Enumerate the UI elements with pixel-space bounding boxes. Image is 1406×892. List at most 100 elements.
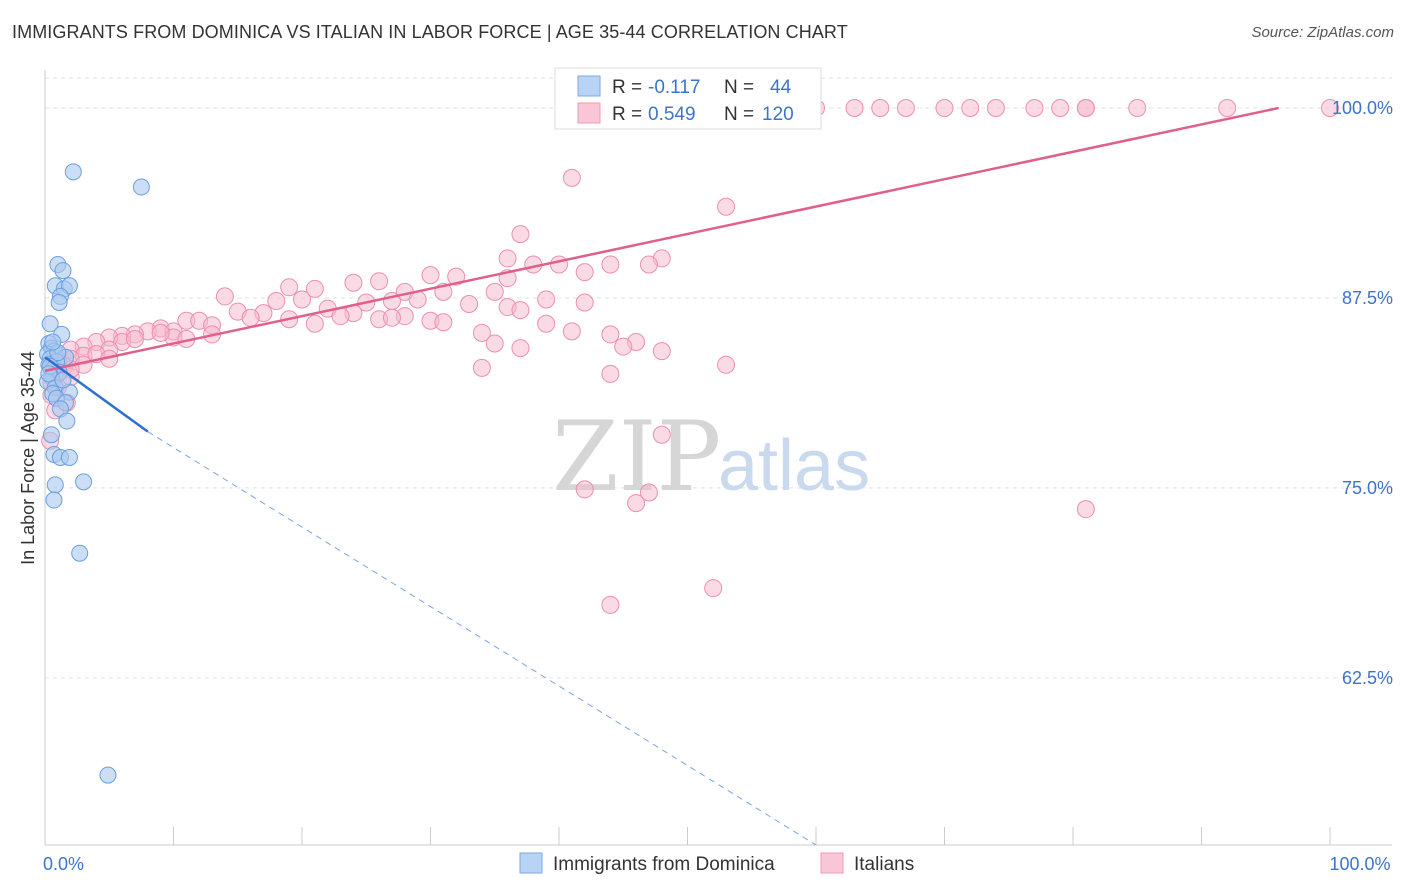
tick-labels: 100.0% 87.5% 75.0% 62.5% 0.0% 100.0% <box>43 98 1393 874</box>
x-tick-label: 0.0% <box>43 854 84 874</box>
italians-point <box>447 267 466 286</box>
italians-point <box>601 364 620 383</box>
italians-point <box>485 282 504 301</box>
bottom-legend-swatch-dominica <box>519 852 543 874</box>
italians-point <box>511 301 530 320</box>
italians-points <box>41 98 1339 614</box>
italians-point <box>601 255 620 274</box>
italians-point <box>845 98 864 117</box>
bottom-legend-label-italians: Italians <box>854 854 914 875</box>
italians-point <box>717 197 736 216</box>
dominica-point <box>58 412 76 430</box>
bottom-legend-swatch-italians <box>820 852 844 874</box>
italians-point <box>511 225 530 244</box>
y-axis-label: In Labor Force | Age 35-44 <box>18 351 38 565</box>
italians-point <box>1051 98 1070 117</box>
legend-n-label-1: N = <box>724 77 754 98</box>
bottom-legend-label-dominica: Immigrants from Dominica <box>553 854 775 875</box>
legend-n-value-2: 120 <box>762 104 794 125</box>
italians-point <box>639 483 658 502</box>
dominica-point <box>75 473 93 491</box>
legend-r-value-2: 0.549 <box>648 104 696 125</box>
italians-point <box>537 314 556 333</box>
italians-point <box>575 480 594 499</box>
y-tick-label: 87.5% <box>1342 288 1393 308</box>
chart-source: Source: ZipAtlas.com <box>1251 24 1394 41</box>
italians-point <box>639 255 658 274</box>
italians-point <box>575 263 594 282</box>
x-tick-label: 100.0% <box>1329 854 1390 874</box>
legend-r-value-1: -0.117 <box>648 77 700 98</box>
dominica-point <box>50 294 68 311</box>
italians-point <box>575 293 594 312</box>
italians-point <box>344 273 363 292</box>
italians-point <box>125 329 144 348</box>
italians-point <box>241 308 260 327</box>
italians-point <box>511 339 530 358</box>
italians-point <box>562 168 581 187</box>
italians-point <box>280 278 299 297</box>
italians-point <box>434 313 453 332</box>
italians-point <box>550 255 568 274</box>
italians-point <box>704 579 723 598</box>
dominica-points <box>39 163 150 784</box>
italians-point <box>961 98 980 117</box>
italians-point <box>614 337 633 356</box>
dominica-point <box>64 163 82 181</box>
dominica-trend-extension <box>147 431 817 846</box>
trend-lines <box>44 106 1279 846</box>
legend-r-label-1: R = <box>612 77 642 98</box>
legend-n-label-2: N = <box>724 104 754 125</box>
italians-point <box>1025 98 1044 117</box>
chart-title: IMMIGRANTS FROM DOMINICA VS ITALIAN IN L… <box>12 22 848 42</box>
italians-point <box>935 98 954 117</box>
legend-n-value-1: 44 <box>770 77 792 98</box>
legend-swatch-italians <box>577 102 601 124</box>
watermark-atlas: atlas <box>718 426 870 506</box>
dominica-point <box>54 262 72 280</box>
dominica-point <box>41 315 59 333</box>
italians-point <box>460 295 479 314</box>
italians-point <box>498 249 517 268</box>
italians-point <box>1076 500 1095 519</box>
legend-r-label-2: R = <box>612 104 642 125</box>
dominica-point <box>44 333 62 351</box>
dominica-trend-line <box>44 356 149 433</box>
italians-point <box>1128 98 1147 117</box>
italians-point <box>472 358 491 377</box>
italians-point <box>562 322 581 341</box>
italians-trend-line <box>44 106 1279 373</box>
watermark: ZIP atlas <box>552 401 870 513</box>
italians-point <box>652 342 671 361</box>
italians-point <box>267 291 286 310</box>
italians-point <box>151 323 170 342</box>
italians-point <box>1321 98 1339 117</box>
series-legend: Immigrants from Dominica Italians <box>519 852 914 875</box>
italians-point <box>601 325 620 344</box>
italians-point <box>382 308 401 327</box>
dominica-point <box>60 449 78 466</box>
y-tick-label: 100.0% <box>1332 98 1393 118</box>
dominica-point <box>132 178 150 196</box>
dominica-point <box>42 426 60 444</box>
dominica-point <box>46 476 64 494</box>
axes <box>44 70 1392 846</box>
legend-swatch-dominica <box>577 75 601 97</box>
dominica-point <box>99 766 117 784</box>
italians-point <box>1218 98 1237 117</box>
italians-point <box>627 494 646 513</box>
italians-point <box>293 290 311 309</box>
correlation-legend: R = -0.117 N = 44 R = 0.549 N = 120 <box>554 67 822 130</box>
italians-point <box>1076 98 1095 117</box>
italians-point <box>305 314 324 333</box>
italians-point <box>717 355 736 374</box>
italians-point <box>215 287 234 306</box>
dominica-point <box>54 371 72 389</box>
italians-point <box>485 334 504 353</box>
italians-point <box>537 290 556 309</box>
dominica-point <box>71 544 89 562</box>
italians-point <box>421 266 440 285</box>
dominica-point <box>45 491 63 509</box>
italians-point <box>601 595 620 614</box>
